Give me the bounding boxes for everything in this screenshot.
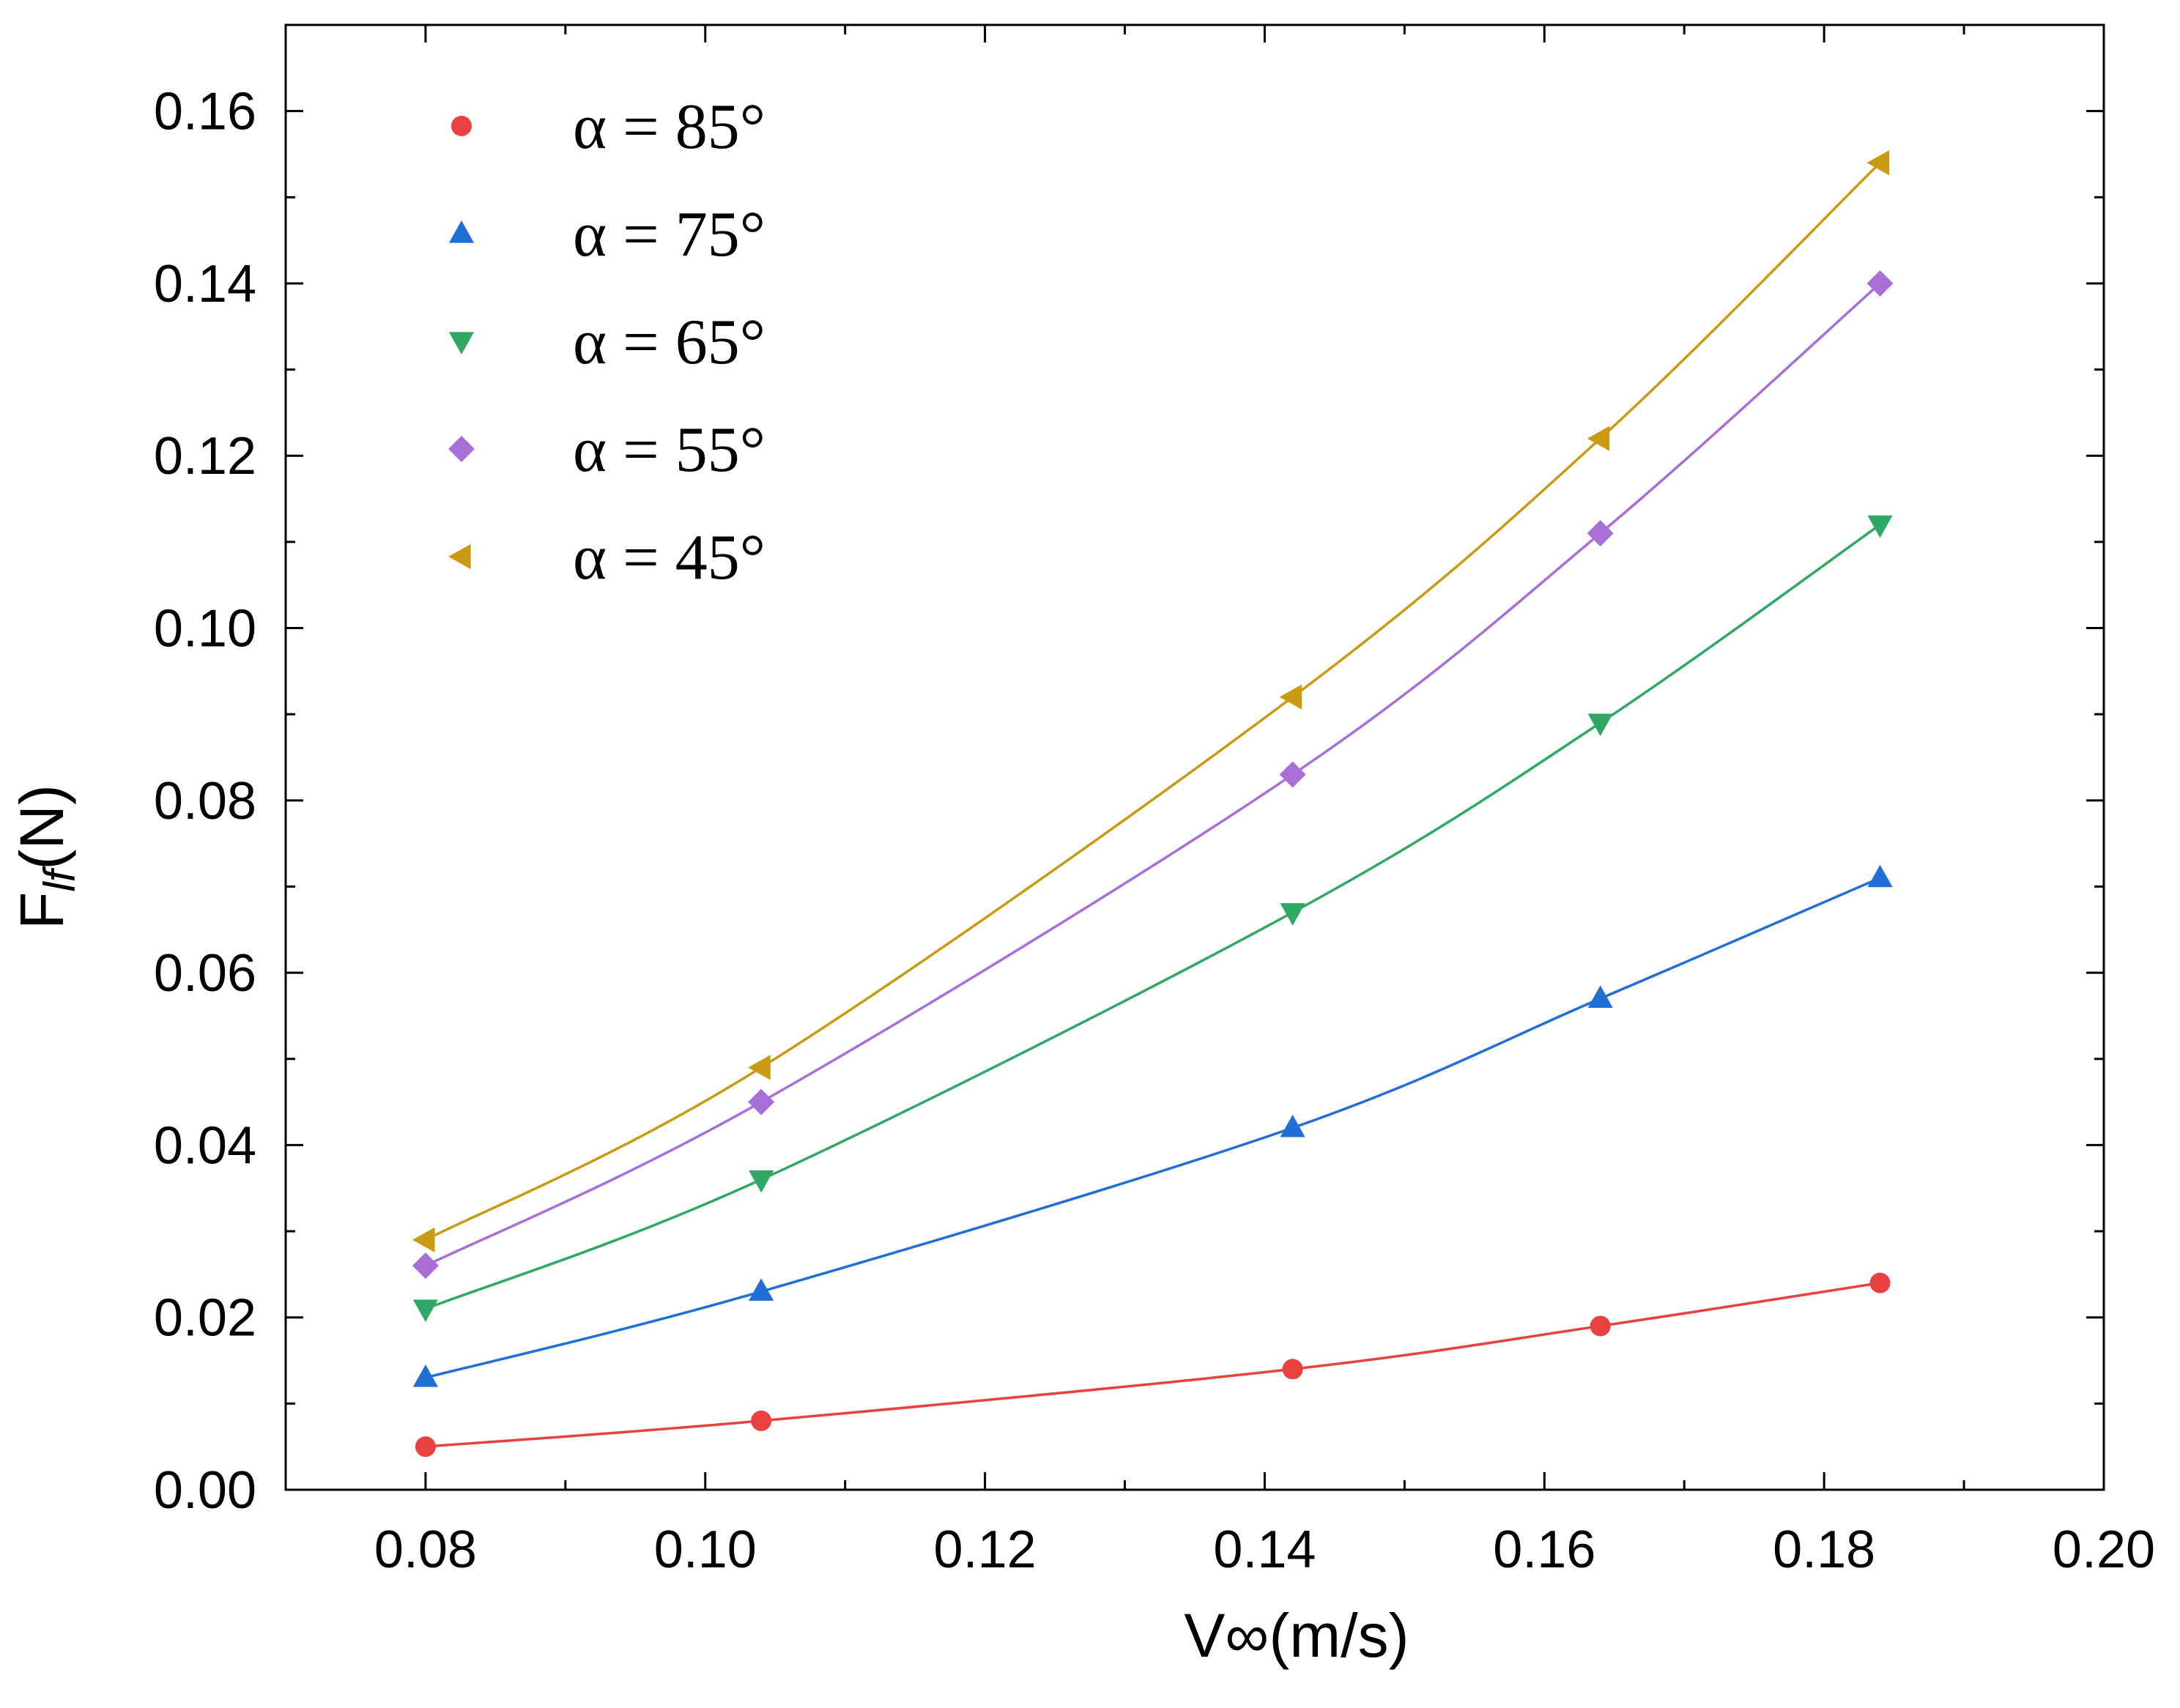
legend-marker <box>448 543 471 570</box>
data-point <box>415 1436 436 1458</box>
x-tick-label: 0.16 <box>1493 1521 1595 1579</box>
data-point <box>1590 1315 1611 1337</box>
y-tick-label: 0.00 <box>154 1461 256 1520</box>
legend-item: α = 75° <box>448 199 765 270</box>
data-point <box>748 1088 775 1115</box>
data-point <box>1869 1272 1891 1293</box>
series-1 <box>415 1272 1891 1458</box>
legend-marker <box>448 436 475 462</box>
data-point <box>748 1055 771 1080</box>
data-point <box>1282 1359 1303 1380</box>
legend-label: α = 75° <box>573 199 765 270</box>
axes: 0.08 0.10 0.12 0.14 0.16 0.18 0.20 0.00 0.02 0.04… <box>154 23 2155 1579</box>
legend-marker <box>451 116 472 136</box>
series-4 <box>412 270 1894 1280</box>
legend-label: α = 55° <box>573 415 765 486</box>
legend-marker <box>448 220 475 243</box>
x-tick-label: 0.18 <box>1773 1521 1875 1579</box>
data-point <box>1587 713 1613 736</box>
series-line <box>425 523 1881 1310</box>
data-point <box>749 1170 774 1193</box>
x-tick-label: 0.12 <box>934 1521 1037 1579</box>
plot-frame <box>284 23 2105 1491</box>
legend-item: α = 65° <box>448 307 765 378</box>
legend-label: α = 85° <box>573 92 765 163</box>
legend-label: α = 65° <box>573 307 765 378</box>
x-tick-label: 0.20 <box>2053 1521 2155 1579</box>
x-tick-label: 0.10 <box>654 1521 757 1579</box>
legend-item: α = 85° <box>451 92 765 163</box>
data-point <box>1587 426 1610 451</box>
series-group <box>412 150 1894 1458</box>
data-point <box>1280 903 1305 926</box>
data-point <box>1279 684 1302 710</box>
series-3 <box>412 515 1893 1322</box>
series-5 <box>412 150 1890 1252</box>
data-point <box>412 1252 439 1280</box>
data-point <box>1279 761 1306 788</box>
data-point <box>412 1299 439 1322</box>
data-point <box>1587 520 1614 547</box>
data-point <box>749 1278 774 1302</box>
data-point <box>412 1227 435 1252</box>
series-line <box>425 282 1881 1267</box>
series-line <box>425 161 1881 1241</box>
data-point <box>1280 1114 1305 1137</box>
y-tick-label: 0.08 <box>154 772 256 831</box>
data-point <box>412 1364 439 1387</box>
series-line <box>425 1281 1880 1448</box>
y-tick-label: 0.16 <box>154 83 256 141</box>
data-point <box>1866 270 1894 297</box>
y-tick-label: 0.10 <box>154 600 256 658</box>
legend-item: α = 45° <box>448 522 765 593</box>
data-point <box>1866 150 1890 176</box>
series-2 <box>412 864 1893 1387</box>
y-axis-title-main: F <box>7 892 76 929</box>
data-point <box>1867 864 1893 888</box>
x-axis-title: V∞(m/s) <box>1184 1601 1409 1670</box>
data-point <box>1587 985 1613 1009</box>
legend-label: α = 45° <box>573 522 765 593</box>
y-axis-title-unit: (N) <box>7 784 76 870</box>
y-tick-label: 0.12 <box>154 427 256 486</box>
legend-item: α = 55° <box>448 415 765 486</box>
x-tick-label: 0.08 <box>374 1521 477 1579</box>
y-tick-label: 0.06 <box>154 944 256 1003</box>
data-point <box>751 1410 772 1431</box>
y-tick-label: 0.14 <box>154 255 256 313</box>
y-axis-title-subscript: lf <box>35 866 84 891</box>
x-tick-label: 0.14 <box>1213 1521 1316 1579</box>
data-point <box>1867 515 1893 538</box>
legend-marker <box>448 332 475 354</box>
y-axis-title: Flf(N) <box>7 784 84 929</box>
y-tick-label: 0.02 <box>154 1289 256 1348</box>
series-line <box>425 877 1881 1379</box>
legend: α = 85° α = 75° α = 65° α = 55° α = 45° <box>448 92 765 593</box>
y-tick-label: 0.04 <box>154 1116 256 1175</box>
